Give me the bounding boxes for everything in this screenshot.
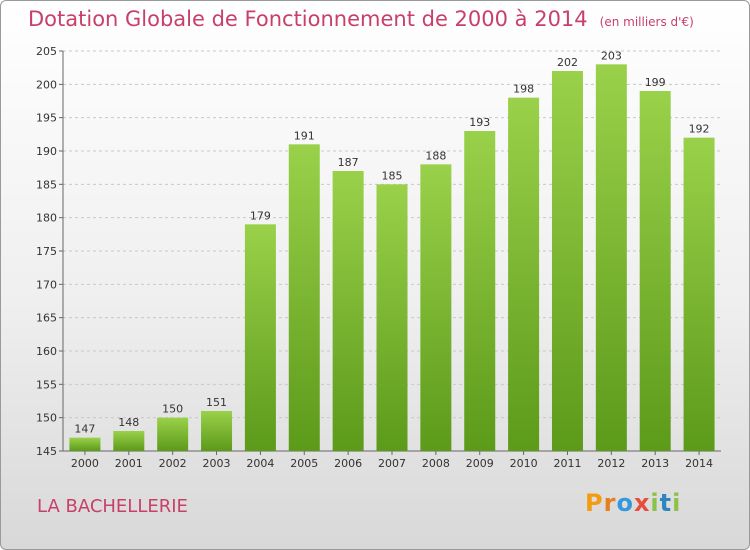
bar (332, 171, 364, 451)
x-tick-label: 2006 (334, 457, 362, 470)
value-label: 187 (338, 156, 359, 169)
value-label: 185 (382, 169, 403, 182)
y-tick-label: 175 (36, 245, 57, 258)
y-tick-label: 170 (36, 278, 57, 291)
bar (595, 64, 627, 452)
bar (508, 97, 540, 452)
x-tick-label: 2003 (203, 457, 231, 470)
value-label: 148 (118, 416, 139, 429)
bar (420, 164, 452, 452)
bar (683, 137, 715, 451)
x-tick-label: 2002 (159, 457, 187, 470)
bar (113, 431, 145, 451)
y-tick-label: 145 (36, 445, 57, 458)
x-tick-label: 2012 (597, 457, 625, 470)
value-label: 199 (645, 76, 666, 89)
y-tick-label: 190 (36, 145, 57, 158)
x-tick-label: 2007 (378, 457, 406, 470)
y-tick-labels: 145 150 155 160 165 170 175 180 185 190 195 200 205 (36, 45, 57, 458)
value-label: 151 (206, 396, 227, 409)
y-tick-label: 160 (36, 345, 57, 358)
value-label: 192 (689, 123, 710, 136)
y-tick-label: 185 (36, 178, 57, 191)
title-text: Dotation Globale de Fonctionnement de 20… (28, 7, 588, 31)
y-tick-label: 180 (36, 212, 57, 225)
bar (464, 131, 496, 451)
value-label: 193 (469, 116, 490, 129)
proxiti-logo: Proxiti (585, 489, 681, 517)
value-label: 191 (294, 129, 315, 142)
chart-title: Dotation Globale de Fonctionnement de 20… (28, 7, 694, 31)
y-tick-label: 195 (36, 112, 57, 125)
y-tick-label: 205 (36, 45, 57, 58)
bar (157, 417, 189, 451)
x-tick-label: 2000 (71, 457, 99, 470)
value-label: 188 (425, 149, 446, 162)
bar (288, 144, 320, 452)
logo-letter: r (603, 489, 617, 517)
x-tick-label: 2011 (553, 457, 581, 470)
value-label: 202 (557, 56, 578, 69)
x-tick-label: 2008 (422, 457, 450, 470)
bar (201, 411, 233, 451)
y-tick-label: 155 (36, 378, 57, 391)
y-tick-label: 200 (36, 78, 57, 91)
x-tick-label: 2009 (466, 457, 494, 470)
x-tick-label: 2004 (246, 457, 274, 470)
bar (551, 71, 583, 451)
bar (639, 91, 671, 451)
value-labels: 147 148 150 151 179 191 187 185 188 193 198 202 203 1… (74, 49, 709, 435)
y-tick-label: 165 (36, 312, 57, 325)
x-tick-labels: 2000 2001 2002 2003 2004 2005 2006 2007 2008 2009… (71, 451, 713, 470)
value-label: 179 (250, 209, 271, 222)
y-tick-label: 150 (36, 412, 57, 425)
logo-letter: P (585, 489, 604, 517)
value-label: 147 (74, 423, 95, 436)
commune-name: LA BACHELLERIE (37, 496, 188, 517)
bar (244, 224, 276, 451)
logo-letter: i (672, 489, 682, 517)
title-unit: (en milliers d'€) (599, 15, 694, 29)
x-tick-label: 2014 (685, 457, 713, 470)
logo-letter: i (650, 489, 660, 517)
bar (376, 184, 408, 452)
value-label: 198 (513, 83, 534, 96)
logo-letter: o (616, 489, 634, 517)
logo-letter: t (659, 489, 673, 517)
value-label: 150 (162, 403, 183, 416)
x-tick-label: 2010 (510, 457, 538, 470)
x-tick-label: 2001 (115, 457, 143, 470)
x-tick-label: 2013 (641, 457, 669, 470)
bars (69, 64, 715, 452)
value-label: 203 (601, 49, 622, 62)
bar (69, 437, 101, 451)
x-tick-label: 2005 (290, 457, 318, 470)
logo-letter: x (633, 489, 651, 517)
